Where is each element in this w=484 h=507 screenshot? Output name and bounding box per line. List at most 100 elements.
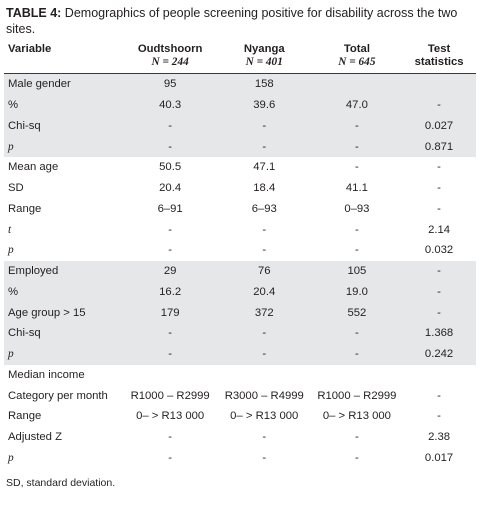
- cell-oudtshoorn: [123, 365, 216, 386]
- row-label-text: p: [8, 451, 14, 464]
- cell-total-text: -: [355, 119, 359, 132]
- cell-oudtshoorn: -: [123, 219, 216, 240]
- row-label: p: [4, 448, 123, 469]
- row-label-text: Category per month: [8, 389, 108, 402]
- table-row: Category per month R1000 – R2999 R3000 – R…: [4, 385, 476, 406]
- cell-nyanga: 372: [216, 302, 312, 323]
- cell-oudtshoorn-text: R1000 – R2999: [130, 389, 210, 402]
- cell-total: 0–93: [312, 199, 402, 220]
- row-label: %: [4, 94, 124, 116]
- cell-test-statistic-text: -: [437, 389, 441, 402]
- cell-test-statistic-text: -: [437, 202, 441, 215]
- cell-oudtshoorn-text: 0– > R13 000: [136, 410, 205, 423]
- cell-nyanga-text: 6–93: [251, 202, 277, 215]
- cell-nyanga: -: [216, 136, 312, 157]
- cell-oudtshoorn-text: -: [168, 119, 173, 132]
- cell-test-statistic: 0.027: [402, 115, 476, 137]
- cell-oudtshoorn: -: [123, 115, 217, 137]
- row-label: t: [4, 219, 123, 240]
- row-label: p: [4, 343, 124, 365]
- cell-nyanga: -: [217, 448, 312, 469]
- cell-test-statistic: 1.368: [402, 323, 476, 344]
- cell-total-text: -: [355, 327, 359, 340]
- cell-test-statistic-text: 0.032: [424, 244, 454, 257]
- header-total-n: N = 645: [338, 56, 376, 68]
- header-oudtshoorn-name: Oudtshoorn: [137, 43, 203, 55]
- cell-test-statistic-text: 2.14: [428, 223, 451, 236]
- cell-oudtshoorn: 179: [123, 302, 217, 323]
- row-label: SD: [4, 178, 123, 199]
- cell-oudtshoorn: 6–91: [123, 199, 216, 220]
- cell-nyanga-text: 20.4: [253, 285, 276, 298]
- cell-oudtshoorn-text: 95: [163, 78, 177, 91]
- cell-nyanga-text: 76: [257, 265, 271, 278]
- cell-test-statistic: -: [402, 199, 476, 220]
- cell-oudtshoorn-text: 6–91: [157, 202, 183, 215]
- cell-total: 0– > R13 000: [312, 406, 402, 427]
- cell-test-statistic: 2.38: [402, 427, 476, 448]
- cell-nyanga-text: 18.4: [253, 182, 276, 195]
- table-row: p - - - 0.242: [4, 343, 476, 365]
- cell-total: 105: [311, 260, 403, 282]
- table-row: p - - - 0.871: [4, 136, 476, 157]
- row-label: Range: [4, 406, 123, 427]
- cell-nyanga: -: [216, 343, 312, 365]
- cell-total-text: -: [355, 161, 359, 174]
- table-row: p - - - 0.017: [4, 448, 476, 469]
- cell-test-statistic: 0.242: [402, 343, 476, 365]
- table-footnote: SD, standard deviation.: [6, 477, 116, 489]
- cell-total: 19.0: [311, 281, 403, 303]
- table-row: Range 6–91 6–93 0–93 -: [4, 199, 476, 220]
- cell-total: -: [312, 219, 402, 240]
- cell-oudtshoorn: -: [123, 427, 216, 448]
- cell-nyanga: [217, 365, 312, 386]
- cell-oudtshoorn: 95: [123, 73, 217, 95]
- cell-nyanga: 0– > R13 000: [217, 406, 312, 427]
- cell-oudtshoorn-text: -: [168, 431, 173, 444]
- cell-total-text: -: [355, 244, 359, 257]
- cell-oudtshoorn: 40.3: [123, 94, 217, 116]
- row-label-text: Range: [8, 410, 42, 423]
- cell-test-statistic-text: 0.242: [424, 348, 454, 361]
- cell-total-text: 0–93: [344, 202, 370, 215]
- cell-oudtshoorn-text: -: [168, 348, 173, 361]
- cell-oudtshoorn-text: 40.3: [159, 99, 182, 112]
- table-row: p - - - 0.032: [4, 240, 476, 261]
- cell-test-statistic-text: 0.871: [424, 140, 454, 153]
- table-header-row: Variable Oudtshoorn N = 244 Nyanga N = 401…: [4, 42, 476, 74]
- row-label-text: t: [8, 223, 12, 236]
- cell-nyanga: -: [216, 115, 312, 137]
- cell-total-text: -: [355, 140, 359, 153]
- cell-oudtshoorn: 50.5: [123, 157, 216, 178]
- cell-total-text: -: [355, 223, 359, 236]
- table-caption: TABLE 4: Demographics of people screenin…: [6, 5, 480, 37]
- header-nyanga-name: Nyanga: [243, 43, 285, 55]
- header-oudtshoorn-n: N = 244: [151, 56, 189, 68]
- cell-nyanga: 6–93: [217, 199, 312, 220]
- cell-nyanga-text: -: [262, 451, 267, 464]
- cell-total-text: -: [355, 348, 359, 361]
- header-variable: Variable: [8, 43, 52, 55]
- row-label: %: [4, 281, 124, 303]
- cell-total-text: -: [355, 451, 359, 464]
- cell-nyanga-text: 47.1: [253, 161, 276, 174]
- cell-oudtshoorn-text: 179: [160, 306, 180, 319]
- cell-total: -: [312, 240, 402, 261]
- row-label-text: Chi-sq: [8, 327, 41, 340]
- cell-nyanga: 39.6: [216, 94, 312, 116]
- cell-total: 41.1: [312, 178, 402, 199]
- row-label-text: p: [8, 140, 14, 153]
- cell-nyanga-text: 0– > R13 000: [230, 410, 299, 423]
- table-row: Median income: [4, 365, 476, 386]
- table-row: Adjusted Z - - - 2.38: [4, 427, 476, 448]
- header-test-line1: Test: [427, 43, 451, 55]
- row-label-text: Range: [8, 202, 42, 215]
- cell-test-statistic-text: 0.027: [424, 119, 454, 132]
- table-row: Chi-sq - - - 1.368: [4, 323, 476, 344]
- cell-oudtshoorn: 20.4: [123, 178, 216, 199]
- cell-test-statistic: [402, 365, 476, 386]
- row-label-text: Adjusted Z: [8, 431, 63, 444]
- row-label: Chi-sq: [4, 323, 124, 344]
- cell-oudtshoorn: -: [123, 136, 217, 157]
- row-label-text: Male gender: [8, 78, 71, 91]
